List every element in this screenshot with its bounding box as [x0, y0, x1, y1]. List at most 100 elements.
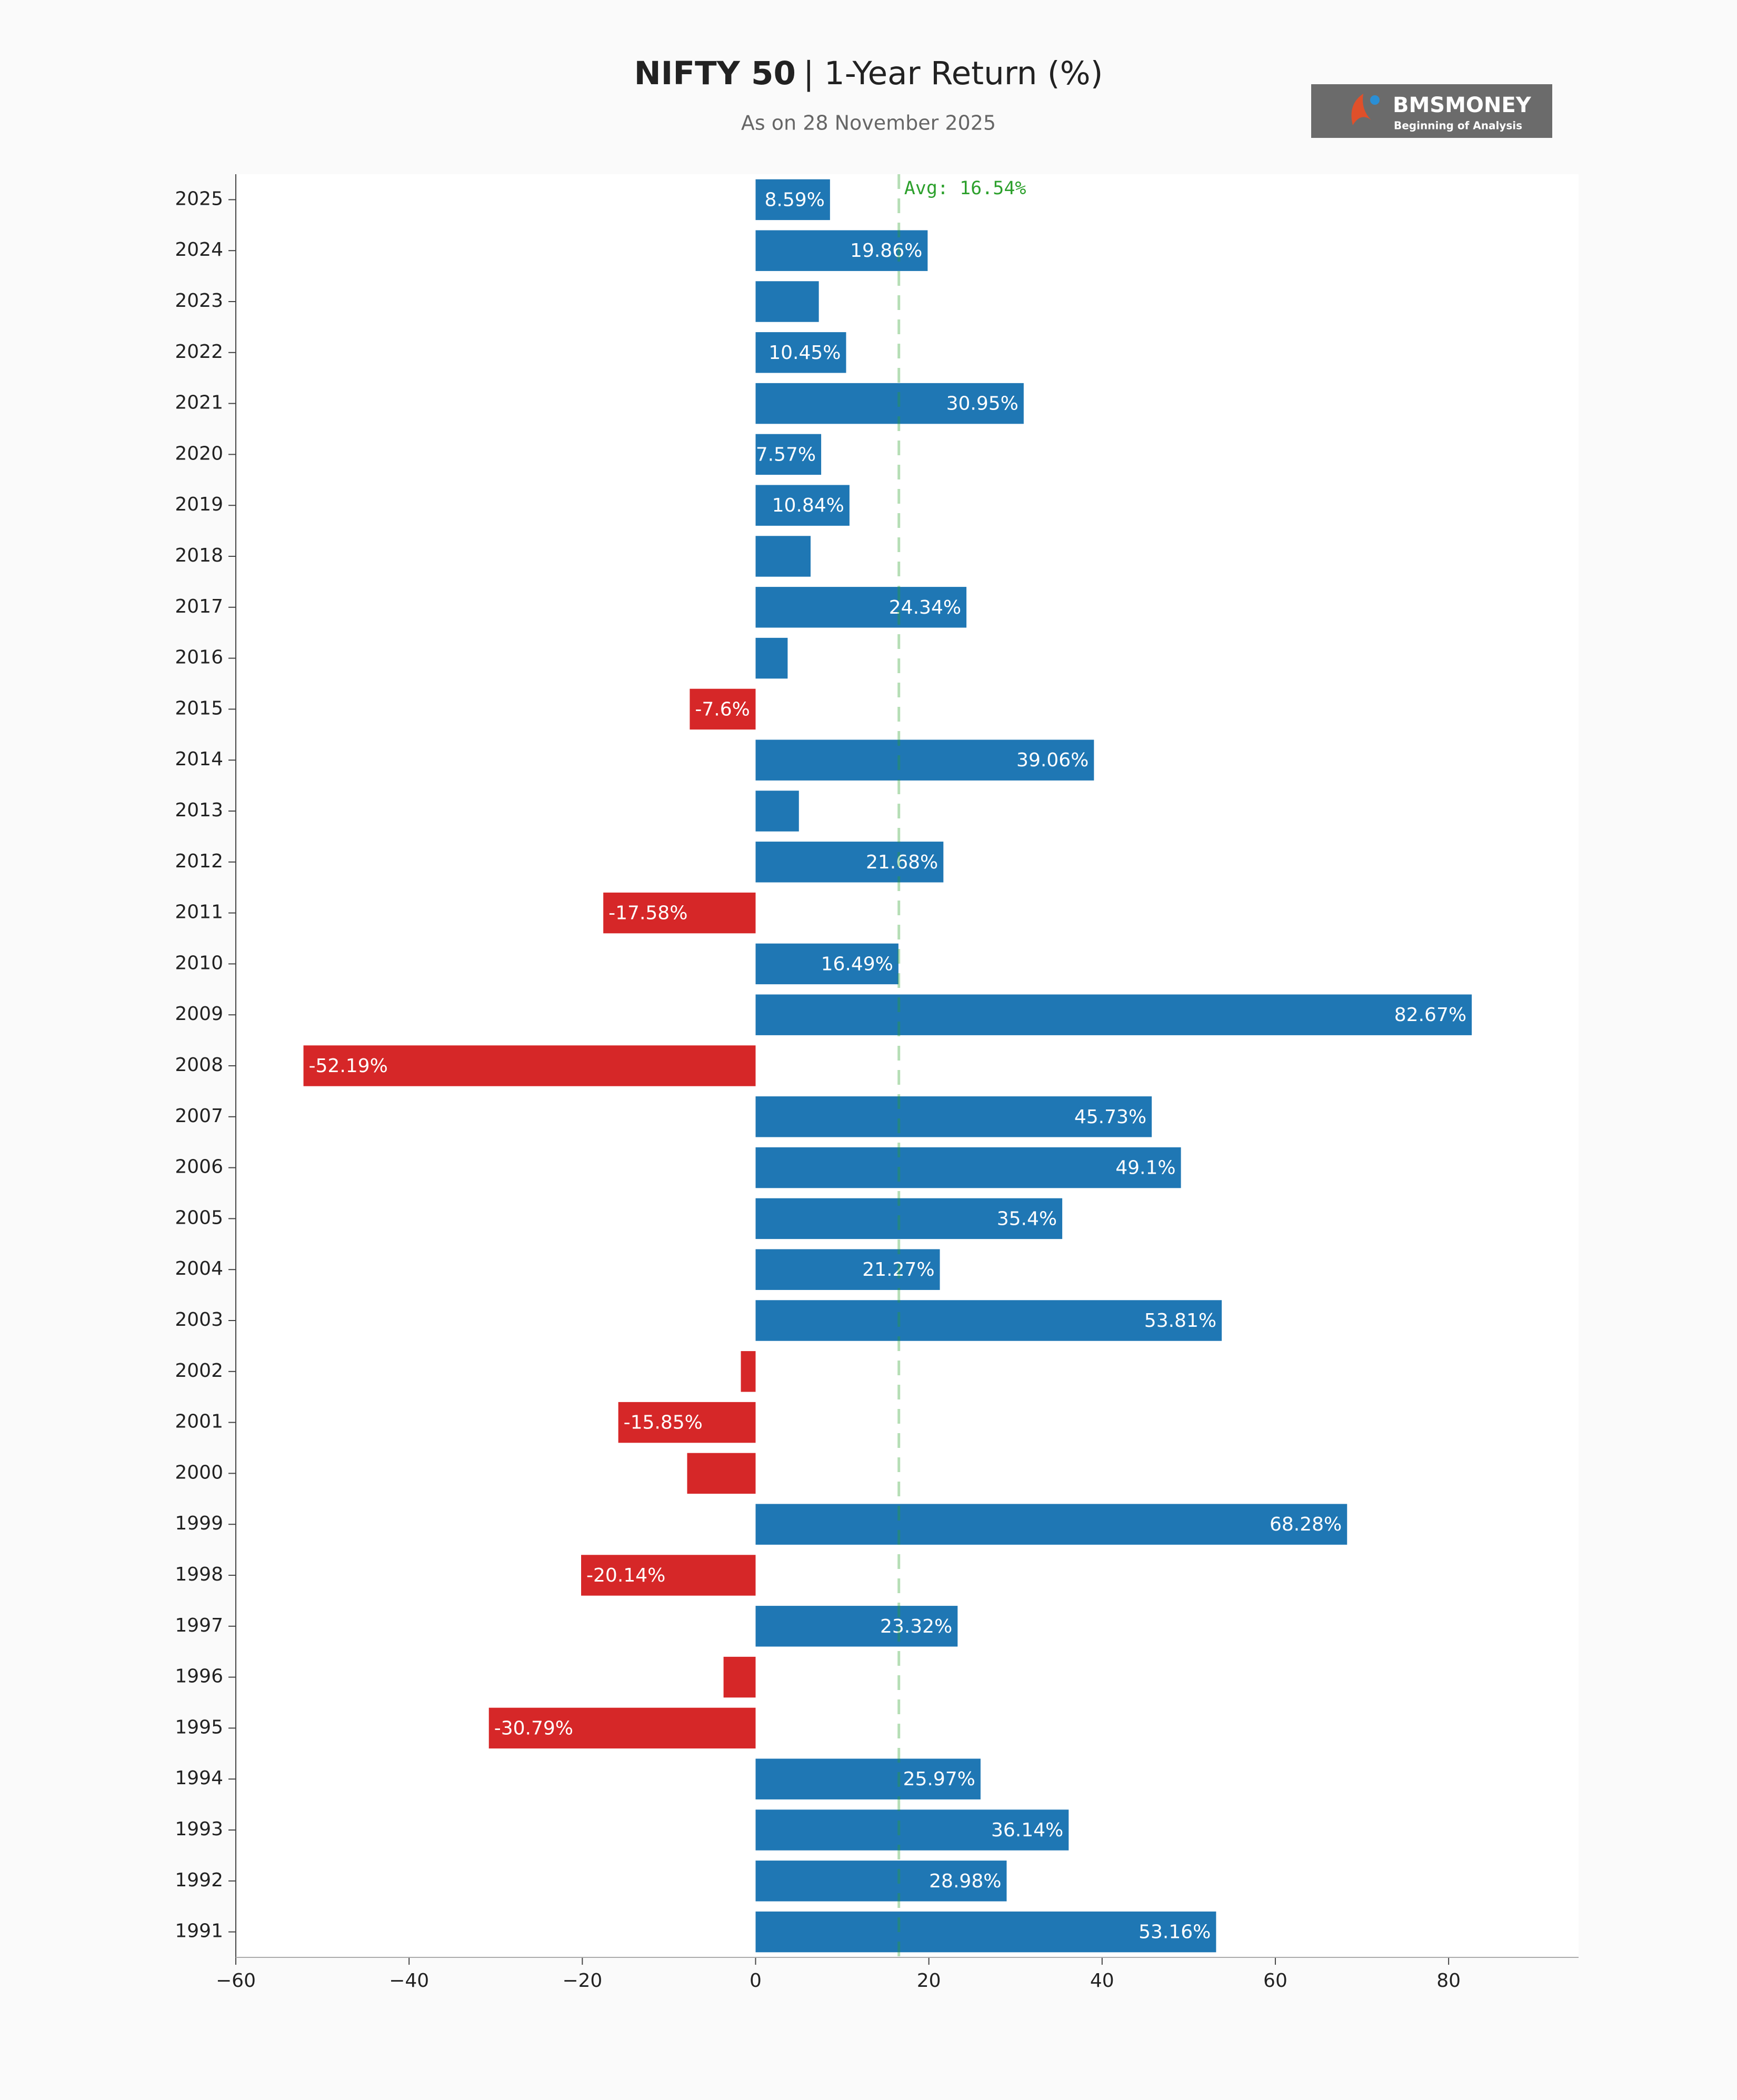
bar	[488, 1707, 756, 1749]
bar	[755, 230, 928, 271]
y-tick-label: 2022	[175, 341, 223, 363]
bar	[687, 1453, 756, 1494]
bar	[755, 943, 899, 985]
bar	[755, 1096, 1152, 1137]
data-label: 25.97%	[903, 1768, 975, 1790]
data-label: 53.81%	[1144, 1310, 1216, 1332]
data-label: -30.79%	[494, 1717, 573, 1739]
y-tick-label: 2021	[175, 392, 223, 414]
y-tick-label: 1996	[175, 1666, 223, 1687]
data-label: 10.45%	[768, 342, 841, 364]
y-tick-label: 2008	[175, 1054, 223, 1076]
bar	[723, 1656, 756, 1698]
y-tick-label: 2017	[175, 596, 223, 617]
chart-subtitle: As on 28 November 2025	[741, 112, 996, 135]
logo-tagline: Beginning of Analysis	[1394, 119, 1522, 132]
bar	[755, 383, 1024, 424]
bar	[755, 1147, 1181, 1188]
bar	[603, 892, 756, 934]
x-tick-label: −40	[389, 1970, 429, 1992]
data-label: 16.49%	[821, 953, 893, 975]
y-tick-label: 2024	[175, 239, 223, 261]
bar	[755, 791, 799, 832]
y-tick-label: 1999	[175, 1513, 223, 1534]
data-label: 21.68%	[866, 852, 938, 873]
x-tick-label: 0	[750, 1970, 762, 1992]
bar	[755, 434, 822, 475]
y-tick-label: 1993	[175, 1818, 223, 1840]
data-label: 35.4%	[997, 1208, 1057, 1229]
y-tick-label: 2015	[175, 697, 223, 719]
data-label: 30.95%	[946, 393, 1019, 415]
data-label: 28.98%	[929, 1871, 1001, 1892]
y-tick-label: 2014	[175, 748, 223, 770]
bar	[755, 994, 1472, 1035]
data-label: -52.19%	[309, 1055, 388, 1077]
data-label: 19.86%	[850, 240, 922, 262]
data-label: 68.28%	[1270, 1514, 1342, 1535]
data-label: 10.84%	[772, 495, 844, 516]
y-tick-label: 2023	[175, 290, 223, 312]
logo: BMSMONEY Beginning of Analysis	[1311, 84, 1552, 138]
title-rest: | 1-Year Return (%)	[803, 55, 1103, 92]
bar	[690, 688, 756, 730]
y-tick-label: 2009	[175, 1003, 223, 1025]
bar	[755, 1809, 1069, 1851]
data-label: 8.59%	[764, 189, 824, 211]
logo-box	[1311, 84, 1552, 138]
logo-icon	[1351, 94, 1371, 125]
bar	[755, 1861, 1007, 1902]
y-tick-label: 1991	[175, 1921, 223, 1942]
y-tick-label: 2007	[175, 1105, 223, 1127]
x-tick-label: 60	[1263, 1970, 1287, 1992]
data-label: 36.14%	[991, 1819, 1063, 1841]
logo-icon-dot	[1370, 95, 1380, 105]
bar	[755, 485, 850, 526]
bar	[755, 1504, 1347, 1545]
y-tick-label: 2002	[175, 1360, 223, 1382]
bar	[581, 1555, 756, 1596]
data-label: 24.34%	[889, 597, 961, 618]
y-tick-label: 2000	[175, 1462, 223, 1483]
x-tick-label: −60	[216, 1970, 256, 1992]
x-tick-label: 40	[1090, 1970, 1114, 1992]
bar	[618, 1402, 756, 1443]
y-tick-label: 2019	[175, 494, 223, 515]
chart-title: NIFTY 50 | 1-Year Return (%)	[634, 55, 1103, 92]
bar	[755, 587, 967, 628]
bar	[755, 1606, 958, 1647]
data-label: 49.1%	[1115, 1157, 1175, 1179]
average-label: Avg: 16.54%	[904, 178, 1026, 199]
bar	[755, 281, 819, 322]
y-tick-label: 1992	[175, 1869, 223, 1891]
x-tick-label: 80	[1436, 1970, 1461, 1992]
bar	[755, 739, 1094, 781]
data-label: 23.32%	[880, 1616, 952, 1637]
data-label: -15.85%	[624, 1412, 703, 1434]
title-bold: NIFTY 50	[634, 55, 796, 92]
y-tick-label: 1994	[175, 1767, 223, 1789]
data-label: 7.57%	[756, 444, 816, 465]
y-tick-label: 2010	[175, 952, 223, 974]
y-tick-label: 1995	[175, 1716, 223, 1738]
bar	[755, 179, 830, 221]
y-tick-label: 2011	[175, 902, 223, 923]
bar	[303, 1045, 756, 1086]
y-tick-label: 2005	[175, 1207, 223, 1228]
bar	[755, 1911, 1216, 1953]
data-label: -20.14%	[586, 1565, 665, 1586]
x-tick-label: 20	[917, 1970, 941, 1992]
bar	[755, 842, 944, 883]
y-tick-label: 2003	[175, 1309, 223, 1331]
y-tick-label: 2004	[175, 1258, 223, 1279]
y-tick-label: 2001	[175, 1411, 223, 1433]
data-label: 21.27%	[862, 1259, 934, 1281]
data-label: 39.06%	[1016, 749, 1089, 771]
bar	[755, 1758, 981, 1799]
data-label: 53.16%	[1139, 1922, 1211, 1943]
bar	[755, 637, 788, 679]
y-tick-label: 1998	[175, 1564, 223, 1585]
data-label: -7.6%	[695, 698, 750, 720]
